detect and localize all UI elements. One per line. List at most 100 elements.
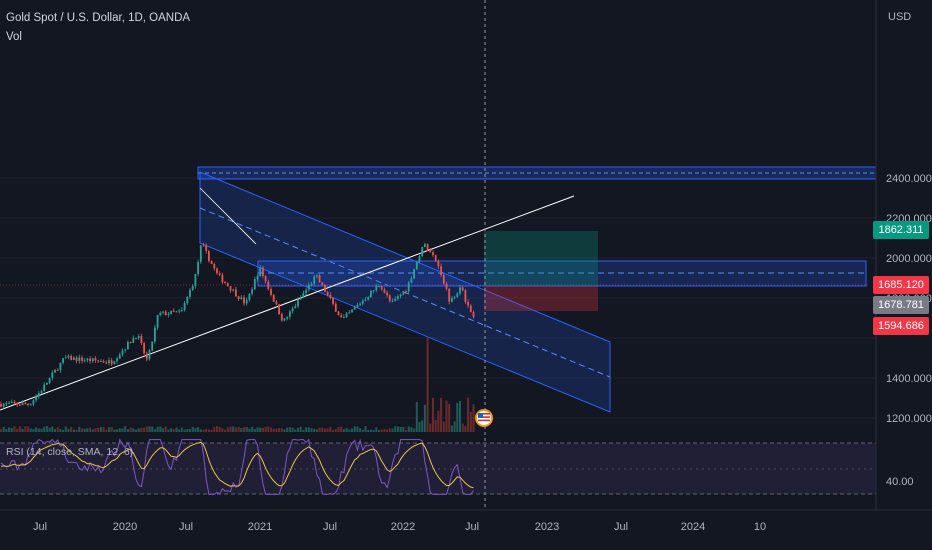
candle-body	[329, 294, 332, 299]
volume-bar	[40, 428, 43, 432]
long-position-stop[interactable]	[484, 286, 598, 311]
time-tick-label: 2023	[535, 521, 559, 533]
candle-body	[73, 357, 75, 361]
candle-body	[54, 369, 56, 373]
volume-bar	[270, 427, 272, 432]
volume-bar	[224, 429, 227, 432]
volume-bar	[240, 428, 243, 432]
candle-body	[237, 296, 240, 299]
candle-body	[421, 246, 424, 257]
candle-body	[248, 293, 251, 300]
candle-body	[397, 296, 399, 299]
time-tick-label: Jul	[33, 521, 47, 533]
symbol-title: Gold Spot / U.S. Dollar, 1D, OANDA	[6, 12, 191, 24]
candle-body	[391, 300, 394, 302]
volume-bar	[467, 397, 470, 432]
volume-bar	[253, 429, 256, 432]
volume-bar	[8, 427, 11, 432]
time-tick-label: 2020	[113, 521, 137, 533]
price-tick-label: 1200.000	[886, 413, 932, 425]
volume-bar	[234, 427, 237, 432]
volume-bar	[83, 428, 86, 432]
trendline[interactable]	[0, 195, 575, 411]
time-tick-label: Jul	[614, 521, 628, 533]
candle-body	[94, 358, 97, 361]
volume-bar	[180, 427, 183, 432]
volume-bar	[199, 429, 202, 432]
volume-bar	[429, 423, 432, 432]
candle-body	[183, 303, 186, 310]
candle-body	[151, 341, 154, 351]
volume-bar	[326, 428, 329, 432]
candle-body	[105, 362, 108, 364]
candle-body	[307, 284, 310, 290]
currency-label: USD	[888, 11, 911, 23]
candle-body	[210, 261, 213, 264]
volume-bar	[24, 426, 27, 432]
volume-bar	[351, 428, 353, 432]
volume-bar	[108, 427, 110, 432]
candle-body	[364, 299, 367, 301]
volume-bar	[348, 429, 351, 432]
volume-bar	[129, 427, 132, 432]
candle-body	[326, 292, 329, 295]
volume-bar	[221, 428, 224, 432]
volume-bar	[423, 404, 426, 432]
candle-body	[394, 298, 397, 301]
candle-body	[259, 267, 262, 277]
volume-bar	[116, 429, 119, 432]
volume-bar	[10, 427, 13, 432]
volume-bar	[418, 421, 421, 432]
candle-body	[81, 357, 83, 361]
candle-body	[221, 274, 224, 283]
volume-bar	[332, 429, 335, 432]
candle-body	[35, 396, 37, 401]
volume-bar	[407, 426, 410, 432]
volume-bar	[342, 429, 345, 432]
trendline-short[interactable]	[199, 187, 257, 245]
candle-body	[251, 289, 253, 294]
long-position-target[interactable]	[484, 231, 598, 286]
price-tick-label: 2400.000	[886, 173, 932, 185]
candles	[0, 242, 475, 409]
candle-body	[429, 249, 432, 253]
price-tag-target: 1862.311	[873, 221, 929, 239]
candle-body	[372, 290, 375, 292]
time-tick-label: Jul	[465, 521, 479, 533]
us-flag-event-icon[interactable]	[475, 409, 493, 427]
candle-body	[434, 255, 437, 261]
candle-body	[135, 337, 137, 339]
candle-body	[202, 245, 205, 247]
volume-bar	[442, 421, 445, 432]
candle-body	[415, 261, 418, 270]
candle-body	[213, 263, 216, 269]
volume-bar	[251, 426, 254, 432]
time-tick-label: 2021	[248, 521, 272, 533]
candle-body	[186, 296, 189, 304]
volume-bar	[148, 426, 151, 432]
candle-body	[24, 402, 27, 404]
time-axis[interactable]: Jul 2020 Jul 2021 Jul 2022 Jul 2023 Jul 2024 10	[33, 521, 766, 533]
drawings-layer[interactable]	[0, 0, 877, 510]
candle-body	[356, 304, 359, 308]
volume-bar	[118, 428, 121, 432]
candle-body	[351, 309, 353, 313]
volume-bar	[216, 426, 218, 432]
candle-body	[229, 286, 232, 291]
rsi-pane[interactable]	[0, 438, 876, 496]
candle-body	[256, 276, 259, 280]
candle-body	[199, 245, 202, 262]
candle-body	[375, 286, 378, 291]
volume-bar	[264, 426, 267, 432]
time-tick-label: 10	[754, 521, 766, 533]
volume-bar	[32, 429, 35, 432]
candle-body	[418, 256, 421, 262]
volume-bar	[307, 427, 310, 432]
candle-body	[264, 276, 267, 282]
rsi-band	[0, 443, 876, 494]
volume-bar	[386, 429, 389, 432]
candle-body	[426, 244, 429, 250]
volume-bar	[299, 426, 302, 432]
candle-body	[302, 293, 305, 298]
